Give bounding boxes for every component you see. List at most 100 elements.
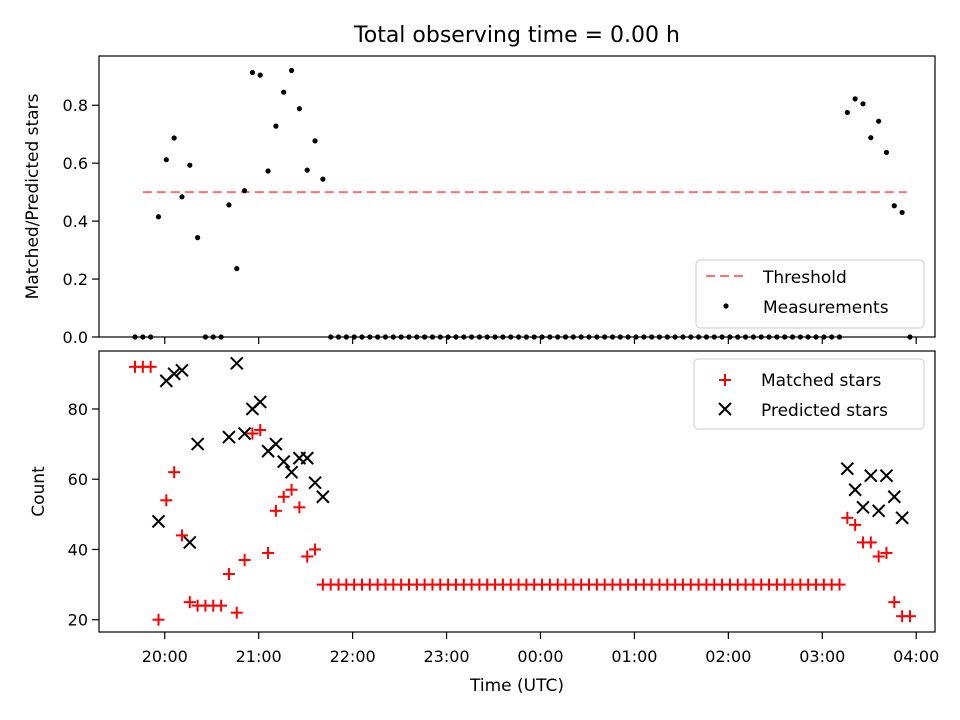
- predicted-star-point: [175, 363, 189, 378]
- top-legend-box: [695, 259, 925, 329]
- matched-star-point: [880, 546, 893, 559]
- bottom-ytick-label: 60: [68, 470, 88, 489]
- measurement-point: [265, 168, 271, 174]
- matched-star-point: [888, 596, 901, 609]
- predicted-star-point: [222, 430, 236, 444]
- bottom-xlabel: Time (UTC): [469, 676, 564, 696]
- bottom-plot-marks: [129, 356, 916, 626]
- matched-star-point: [903, 610, 916, 623]
- predicted-star-point: [308, 476, 322, 490]
- matched-star-point: [301, 550, 314, 563]
- matched-star-point: [285, 483, 298, 496]
- bottom-legend-box: [693, 358, 925, 430]
- legend-predicted-swatch: [718, 402, 732, 416]
- predicted-star-point: [230, 356, 244, 371]
- matched-star-point: [309, 543, 322, 556]
- bottom-y-ticks: 20 40 60 80: [68, 400, 99, 630]
- bottom-ytick-label: 40: [68, 540, 88, 559]
- legend-matched-swatch: [719, 374, 731, 386]
- matched-star-point: [262, 546, 275, 559]
- top-legend: Threshold Measurements: [695, 259, 925, 329]
- measurement-point: [273, 123, 279, 129]
- measurement-point: [195, 235, 201, 241]
- bottom-xtick-label: 22:00: [330, 647, 376, 666]
- matched-star-point: [277, 490, 290, 503]
- matched-star-point: [864, 536, 877, 549]
- top-ytick-label: 0.8: [63, 96, 88, 115]
- measurement-point: [241, 188, 248, 194]
- measurement-point: [171, 135, 177, 141]
- measurement-point: [249, 69, 256, 76]
- measurement-point: [860, 101, 866, 107]
- top-ytick-label: 0.4: [63, 212, 88, 231]
- measurement-point: [312, 138, 318, 144]
- bottom-xtick-label: 00:00: [517, 647, 563, 666]
- predicted-star-point: [284, 465, 299, 479]
- bottom-xtick-label: 04:00: [893, 647, 939, 666]
- predicted-star-point: [277, 454, 291, 469]
- measurement-point: [852, 96, 858, 102]
- top-ytick-label: 0.0: [63, 328, 88, 347]
- bottom-ylabel: Count: [29, 466, 49, 517]
- matched-star-point: [230, 606, 243, 619]
- matched-star-point: [849, 518, 862, 531]
- measurement-point: [163, 157, 169, 163]
- matched-star-point: [222, 568, 235, 581]
- predicted-star-point: [253, 395, 267, 409]
- bottom-xtick-label: 23:00: [423, 647, 469, 666]
- predicted-star-point: [167, 367, 181, 381]
- measurement-point: [304, 167, 310, 173]
- measurement-point: [844, 109, 850, 116]
- measurement-point: [883, 149, 890, 156]
- measurement-point: [868, 135, 874, 141]
- legend-measurements-label: Measurements: [763, 298, 889, 318]
- top-ytick-label: 0.2: [63, 270, 88, 289]
- bottom-legend: Matched stars Predicted stars: [693, 358, 925, 430]
- matched-star-point: [175, 529, 188, 542]
- bottom-xtick-label: 01:00: [611, 647, 657, 666]
- matched-star-point: [215, 599, 228, 612]
- predicted-star-point: [840, 461, 855, 476]
- legend-threshold-label: Threshold: [762, 268, 847, 288]
- predicted-star-point: [237, 426, 252, 441]
- bottom-xtick-label: 20:00: [142, 647, 188, 666]
- measurement-point: [155, 214, 162, 220]
- matched-star-point: [254, 424, 267, 437]
- matched-star-point: [183, 596, 196, 609]
- measurement-point: [257, 72, 263, 78]
- predicted-star-point: [895, 511, 909, 525]
- legend-predicted-label: Predicted stars: [761, 401, 888, 421]
- predicted-star-point: [300, 451, 314, 465]
- predicted-star-point: [887, 490, 902, 504]
- measurement-point: [226, 202, 232, 208]
- top-panel: 0.00.20.40.60.8 Matched/Predicted stars …: [23, 55, 936, 347]
- bottom-xtick-label: 21:00: [236, 647, 282, 666]
- chart-title: Total observing time = 0.00 h: [353, 23, 680, 48]
- bottom-axes-frame: [98, 350, 936, 633]
- matched-star-point: [246, 427, 259, 440]
- matched-star-point: [833, 578, 846, 591]
- measurement-point: [234, 266, 240, 272]
- predicted-star-point: [151, 514, 166, 529]
- measurement-point: [179, 194, 185, 200]
- matched-star-point: [872, 550, 885, 563]
- top-ylabel: Matched/Predicted stars: [23, 93, 43, 299]
- matched-star-point: [841, 511, 854, 524]
- predicted-star-point: [879, 468, 894, 483]
- bottom-x-ticks: 20:00 21:00 22:00 23:00 00:00 01:00 02:00 03:00…: [142, 632, 939, 666]
- measurement-point: [288, 67, 295, 74]
- matched-star-point: [152, 613, 165, 626]
- matched-star-point: [293, 501, 306, 514]
- top-y-ticks: 0.0 0.2 0.4 0.6 0.8: [63, 96, 99, 347]
- bottom-ytick-label: 20: [68, 611, 88, 630]
- predicted-star-point: [190, 437, 205, 451]
- predicted-star-point: [848, 483, 862, 497]
- bottom-panel: 20 40 60 80 20:00 21:00 22:00 23:00 00:00 01:00 0…: [29, 350, 939, 696]
- matched-star-point: [238, 553, 251, 566]
- legend-matched-label: Matched stars: [761, 371, 881, 391]
- predicted-star-point: [316, 490, 330, 504]
- matched-star-point: [269, 504, 282, 517]
- measurement-point: [899, 209, 905, 216]
- predicted-star-point: [864, 468, 878, 483]
